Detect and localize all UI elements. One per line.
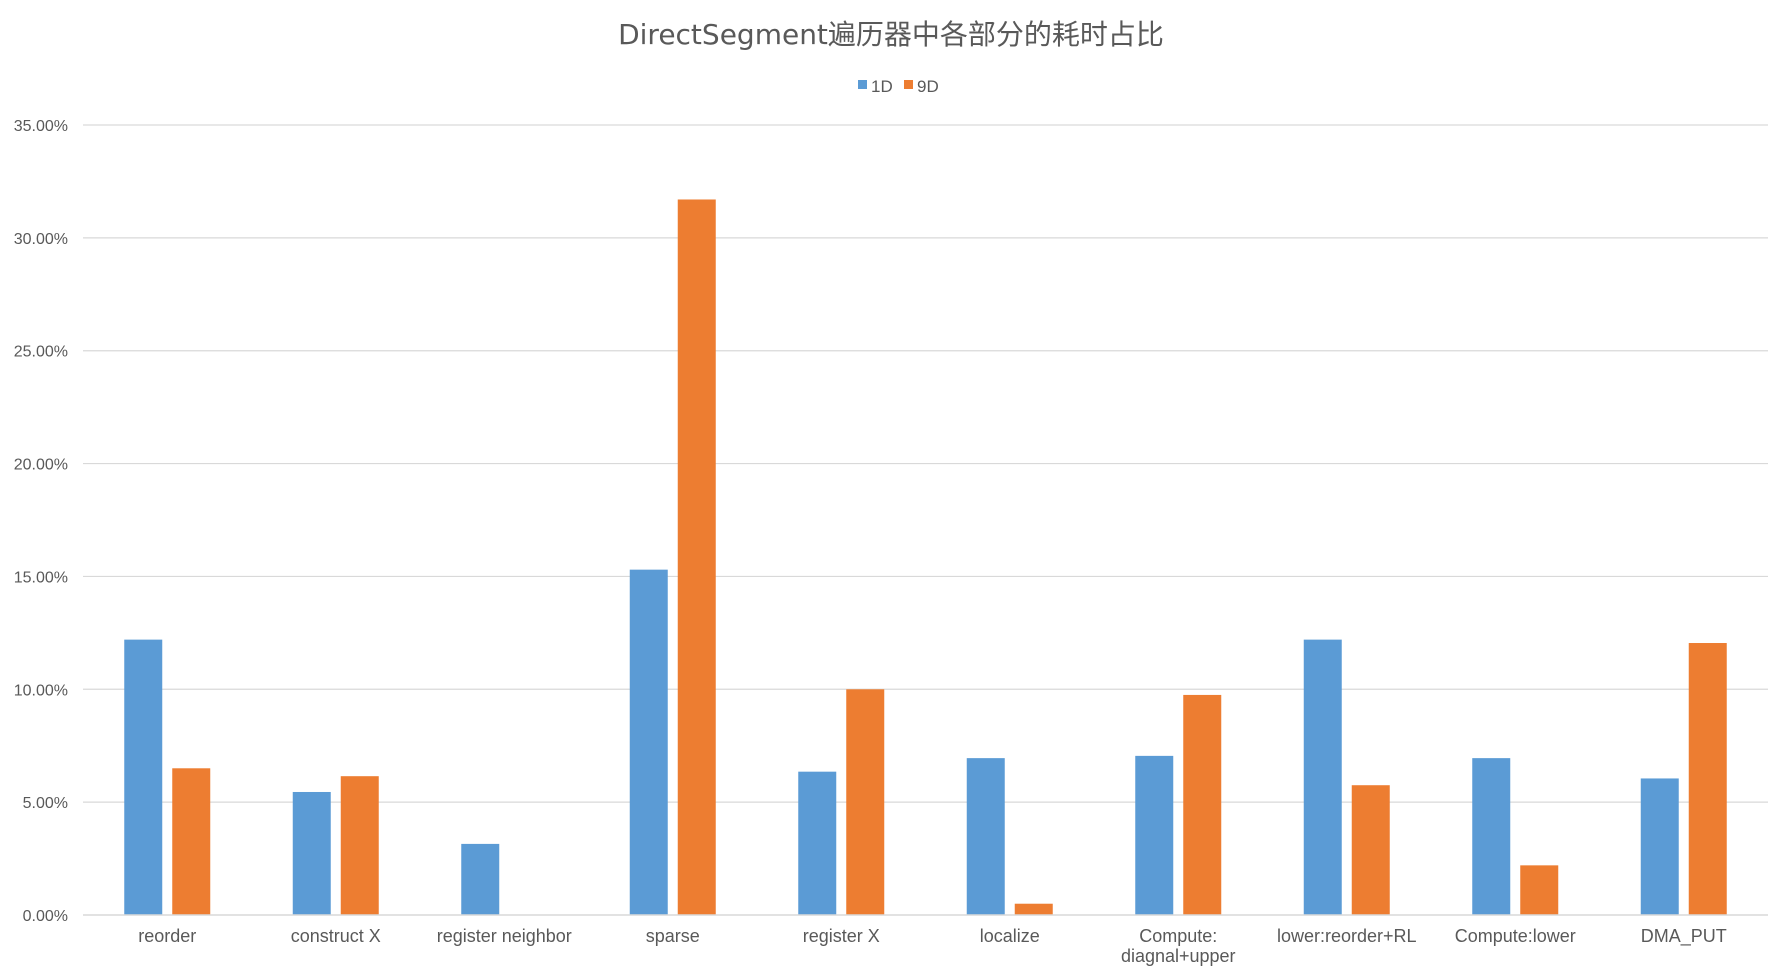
x-category-label: sparse [646, 926, 700, 946]
chart-title: DirectSegment遍历器中各部分的耗时占比 [618, 18, 1164, 51]
y-tick-label: 15.00% [14, 569, 68, 586]
y-tick-label: 35.00% [14, 118, 68, 135]
y-tick-label: 20.00% [14, 457, 68, 474]
bar-1d-7 [1303, 639, 1342, 915]
legend-swatch-9d [904, 80, 913, 89]
y-tick-label: 10.00% [14, 682, 68, 699]
legend-label-1d: 1D [871, 77, 893, 96]
bar-9d-0 [172, 768, 211, 915]
bar-9d-3 [677, 199, 716, 915]
legend: 1D 9D [858, 77, 939, 96]
legend-label-9d: 9D [917, 77, 939, 96]
bar-1d-5 [966, 758, 1005, 915]
x-axis-category-labels: reorder construct X register neighbor spars… [138, 926, 1727, 966]
bar-1d-4 [798, 771, 837, 915]
bar-9d-5 [1014, 903, 1053, 915]
x-category-label: construct X [291, 926, 381, 946]
x-category-label: Compute:lower [1455, 926, 1576, 946]
bar-1d-9 [1640, 778, 1679, 915]
x-category-label: DMA_PUT [1641, 926, 1727, 947]
x-category-label: localize [980, 926, 1040, 946]
bars [124, 199, 1727, 915]
bar-1d-6 [1135, 755, 1174, 915]
gridlines [83, 124, 1768, 803]
bar-1d-2 [461, 843, 500, 915]
bar-1d-8 [1472, 758, 1511, 915]
y-axis-tick-labels: 0.00% 5.00% 10.00% 15.00% 20.00% 25.00% 30.00%… [14, 118, 68, 925]
x-category-label: lower:reorder+RL [1277, 926, 1417, 946]
bar-9d-1 [340, 776, 379, 915]
x-category-label: Compute: diagnal+upper [1121, 926, 1236, 966]
y-tick-label: 30.00% [14, 231, 68, 248]
legend-swatch-1d [858, 80, 867, 89]
x-category-label: register neighbor [437, 926, 572, 946]
y-tick-label: 5.00% [23, 795, 68, 812]
bar-1d-0 [124, 639, 163, 915]
y-tick-label: 25.00% [14, 344, 68, 361]
bar-1d-3 [629, 569, 668, 915]
x-category-label: reorder [138, 926, 196, 946]
bar-9d-6 [1183, 694, 1222, 915]
bar-1d-1 [292, 791, 331, 915]
bar-9d-9 [1688, 643, 1727, 915]
x-category-label: register X [803, 926, 880, 946]
bar-9d-7 [1351, 785, 1390, 915]
bar-9d-8 [1520, 865, 1559, 915]
bar-9d-4 [846, 689, 885, 915]
y-tick-label: 0.00% [23, 908, 68, 925]
